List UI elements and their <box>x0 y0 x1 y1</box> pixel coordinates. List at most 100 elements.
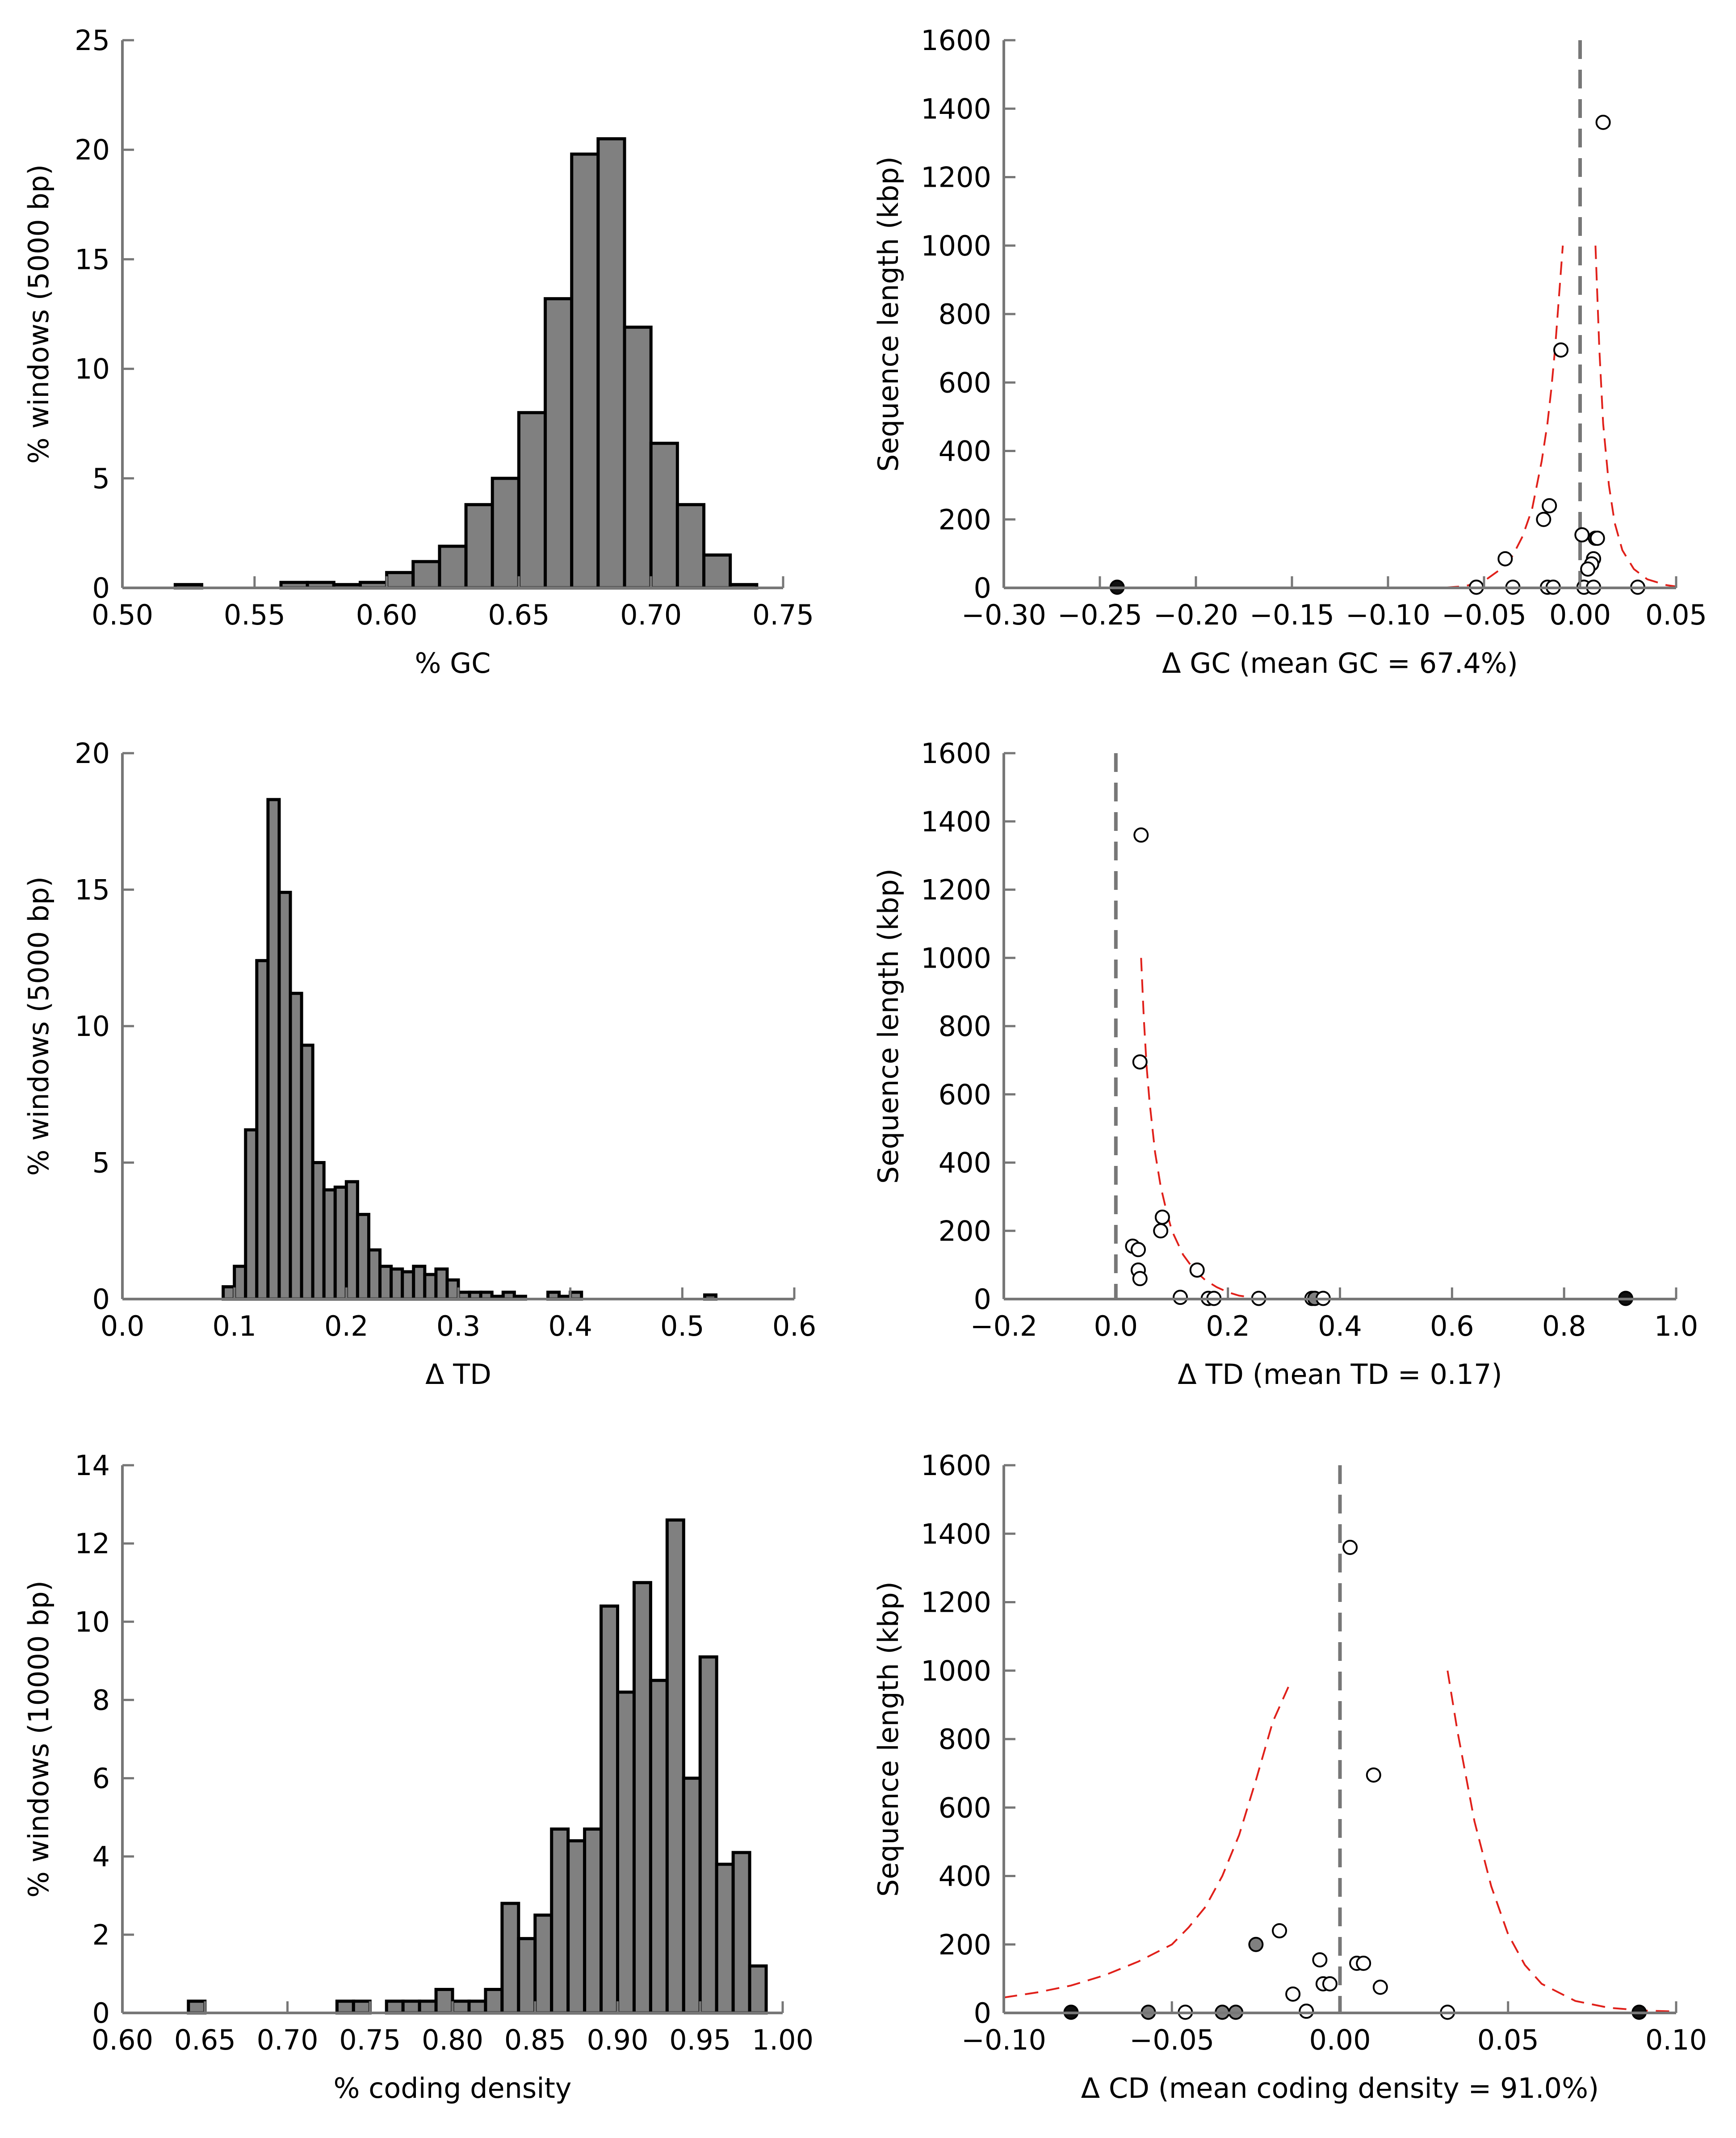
y-tick-label: 0 <box>974 572 991 604</box>
scatter-point <box>1285 1986 1301 2002</box>
x-tick-label: 0.00 <box>1309 2024 1371 2056</box>
scatter-point <box>1322 1976 1338 1991</box>
scatter-point <box>1536 511 1551 527</box>
x-axis-label: Δ GC (mean GC = 67.4%) <box>1162 647 1518 679</box>
x-tick-label: −0.30 <box>961 599 1046 631</box>
y-tick-label: 0 <box>92 572 110 604</box>
chart-panel-3: 0 5 10 15 20 0.0 0.1 0.2 0.3 0.4 0.5 0.6 Δ TD % windo… <box>22 737 816 1391</box>
x-tick-label: 0.0 <box>1094 1310 1138 1342</box>
scatter-point <box>1372 1979 1388 1995</box>
y-tick-label: 5 <box>92 1147 110 1179</box>
x-tick-label: −0.20 <box>1153 599 1238 631</box>
y-tick-label: 14 <box>75 1449 110 1482</box>
histogram-bar <box>544 297 574 590</box>
x-tick-label: −0.2 <box>970 1310 1038 1342</box>
histogram-bar <box>222 1285 236 1301</box>
histogram-bar <box>390 1267 404 1301</box>
histogram-bar <box>418 2000 438 2015</box>
y-tick-label: 1000 <box>921 942 991 974</box>
scatter-point <box>1553 342 1568 358</box>
y-tick-label: 6 <box>92 1762 110 1795</box>
histogram-bar <box>682 1777 702 2015</box>
y-tick-label: 1200 <box>921 874 991 906</box>
y-tick-label: 1400 <box>921 92 991 125</box>
y-axis-label: % windows (5000 bp) <box>22 164 55 464</box>
y-axis-label: % windows (10000 bp) <box>22 1580 55 1898</box>
x-axis-label: Δ TD (mean TD = 0.17) <box>1178 1358 1502 1391</box>
x-tick-label: 0.05 <box>1477 2024 1539 2056</box>
y-tick-label: 2 <box>92 1919 110 1951</box>
histogram-bar <box>698 1655 718 2015</box>
histogram-bar <box>434 1267 449 1301</box>
y-tick-label: 20 <box>75 737 110 770</box>
y-tick-label: 10 <box>75 1606 110 1638</box>
histogram-bar <box>335 2000 355 2015</box>
histogram-bar <box>233 1265 247 1301</box>
x-tick-label: −0.05 <box>1129 2024 1214 2056</box>
x-tick-label: 0.60 <box>92 2024 153 2056</box>
y-axis-label: % windows (5000 bp) <box>22 876 55 1176</box>
scatter-point <box>1272 1923 1287 1939</box>
scatter-point <box>1153 1223 1169 1239</box>
y-tick-label: 400 <box>939 1860 991 1893</box>
x-tick-label: 0.75 <box>339 2024 401 2056</box>
histogram-bar <box>289 992 303 1301</box>
x-tick-label: 0.85 <box>504 2024 566 2056</box>
scatter-point <box>1299 2004 1314 2019</box>
y-tick-label: 600 <box>939 1078 991 1111</box>
fit-curve <box>1140 958 1256 1299</box>
chart-panel-1: 0 5 10 15 20 25 0.50 0.55 0.60 0.65 0.70 0.75 % GC % … <box>22 24 814 679</box>
y-tick-label: 600 <box>939 366 991 399</box>
scatter-point <box>1497 551 1513 566</box>
x-tick-label: 0.55 <box>224 599 285 631</box>
histogram-bar <box>596 137 626 590</box>
histogram-bar <box>467 2000 487 2015</box>
histogram-bar <box>434 1987 454 2015</box>
histogram-bar <box>500 1902 520 2015</box>
histogram-bar <box>570 152 600 590</box>
x-tick-label: 0.65 <box>488 599 549 631</box>
histogram-bar <box>438 545 468 590</box>
y-tick-label: 10 <box>75 1010 110 1043</box>
histogram-bar <box>731 1851 751 2015</box>
y-tick-label: 20 <box>75 134 110 166</box>
y-tick-label: 12 <box>75 1527 110 1560</box>
y-tick-label: 800 <box>939 1010 991 1043</box>
fit-curve <box>1594 245 1677 587</box>
x-tick-label: −0.05 <box>1442 599 1526 631</box>
x-tick-label: 0.3 <box>436 1310 481 1342</box>
histogram-bar <box>616 1690 636 2015</box>
y-axis-label: Sequence length (kbp) <box>872 868 905 1184</box>
histogram-bar <box>277 891 292 1301</box>
chart-panel-5: 0 2 4 6 8 10 12 14 0.60 0.65 0.70 0.75 0.80 0.85 0.90 0… <box>22 1449 813 2104</box>
scatter-point <box>1542 498 1557 514</box>
y-tick-label: 15 <box>75 874 110 906</box>
x-tick-label: 0.10 <box>1645 2024 1707 2056</box>
y-tick-label: 0 <box>92 1997 110 2029</box>
y-tick-label: 0 <box>92 1283 110 1316</box>
histogram-bar <box>464 503 494 590</box>
histogram-bar <box>385 2000 405 2015</box>
scatter-point <box>1574 527 1590 543</box>
x-tick-label: 0.65 <box>174 2024 236 2056</box>
x-tick-label: −0.10 <box>961 2024 1046 2056</box>
histogram-bar <box>311 1161 326 1301</box>
x-tick-label: 0.4 <box>1318 1310 1362 1342</box>
fit-curve <box>1447 1670 1677 2012</box>
y-tick-label: 4 <box>92 1840 110 1873</box>
histogram-bar <box>401 1270 415 1301</box>
x-axis-label: Δ CD (mean coding density = 91.0%) <box>1081 2072 1599 2104</box>
x-tick-label: 0.4 <box>548 1310 592 1342</box>
scatter-point <box>1131 1242 1146 1258</box>
y-tick-label: 200 <box>939 1215 991 1247</box>
scatter-point <box>1173 1290 1188 1305</box>
fit-curve <box>1445 245 1564 589</box>
x-tick-label: 1.0 <box>1654 1310 1698 1342</box>
histogram-bar <box>623 325 653 590</box>
chart-panel-4: 0 200 400 600 800 1000 1200 1400 1600 −0.2 0.0 0.2 0… <box>872 737 1698 1391</box>
x-tick-label: 0.95 <box>669 2024 731 2056</box>
x-tick-label: 0.70 <box>620 599 682 631</box>
histogram-bar <box>255 959 270 1301</box>
